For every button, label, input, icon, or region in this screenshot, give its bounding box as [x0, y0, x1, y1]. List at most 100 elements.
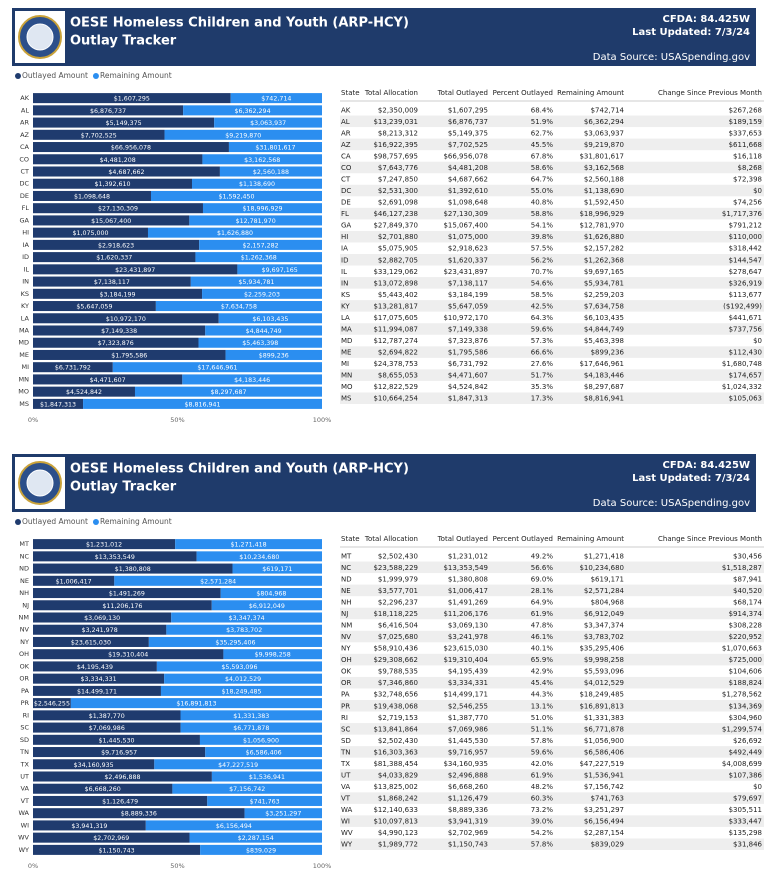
table-cell: $6,586,406 [584, 748, 625, 756]
data-label: $5,593,096 [221, 664, 257, 671]
row-stripe [340, 346, 764, 358]
header-bar [12, 454, 756, 512]
table-cell: $2,259,203 [584, 291, 624, 299]
table-cell: $3,334,331 [448, 679, 488, 687]
table-cell: $304,960 [729, 714, 762, 722]
x-tick-label: 100% [313, 416, 332, 424]
row-stripe [340, 561, 764, 574]
row-stripe [340, 138, 764, 151]
table-cell: $68,174 [733, 598, 762, 606]
table-cell: $33,129,062 [373, 268, 418, 276]
bar-segment [198, 337, 322, 348]
table-cell: $12,781,970 [579, 222, 624, 230]
data-label: $6,912,049 [249, 603, 285, 610]
x-tick-label: 0% [28, 862, 38, 870]
table-cell: IN [341, 279, 348, 287]
table-cell: IL [341, 268, 347, 276]
column-header: State [341, 89, 360, 97]
column-header: Total Allocation [364, 535, 418, 543]
bar-segment [164, 129, 322, 140]
bar-segment [33, 710, 181, 721]
row-stripe [340, 630, 764, 643]
table-cell: $81,388,454 [373, 760, 418, 768]
bar-segment [33, 600, 212, 611]
table-cell: $40,520 [733, 587, 762, 595]
table-cell: $17,075,605 [373, 314, 418, 322]
data-label: $1,262,368 [241, 255, 277, 262]
table-cell: $18,249,485 [579, 691, 624, 699]
y-tick-label: CT [20, 168, 29, 176]
y-tick-label: NC [20, 552, 30, 560]
data-label: $7,702,525 [81, 132, 117, 139]
last-updated: Last Updated: 7/3/24 [632, 473, 750, 484]
bar-segment [33, 747, 206, 758]
table-cell: $27,849,370 [373, 222, 418, 230]
data-label: $899,236 [259, 352, 289, 359]
data-label: $619,171 [262, 566, 292, 573]
bar-segment [155, 301, 322, 312]
y-tick-label: NM [19, 614, 29, 622]
table-cell: $611,668 [729, 141, 762, 149]
table-cell: $2,157,282 [584, 245, 624, 253]
table-cell: FL [341, 210, 349, 218]
table-cell: NY [341, 645, 351, 653]
table-cell: $1,717,376 [722, 210, 763, 218]
column-header: Total Allocation [364, 89, 418, 97]
table-cell: KY [341, 302, 350, 310]
table-cell: 68.4% [531, 106, 554, 114]
bar-segment [228, 142, 322, 153]
bar-segment [33, 288, 203, 299]
bar-segment [33, 575, 115, 586]
table-cell: 42.9% [531, 668, 554, 676]
bar-segment [150, 190, 322, 201]
row-stripe [340, 815, 764, 827]
table-cell: $1,795,586 [448, 349, 489, 357]
table-cell: NV [341, 633, 351, 641]
y-tick-label: MO [18, 388, 29, 396]
bar-segment [33, 239, 200, 250]
table-cell: $11,206,176 [443, 610, 488, 618]
header-title: Outlay Tracker [70, 480, 177, 495]
table-cell: $10,097,813 [373, 818, 418, 826]
legend-marker [15, 73, 21, 79]
table-cell: SD [341, 737, 351, 745]
table-cell: $1,231,012 [448, 552, 488, 560]
bar-segment [33, 166, 220, 177]
table-cell: $7,323,876 [448, 337, 489, 345]
bar-segment [33, 386, 135, 397]
column-header: State [341, 535, 360, 543]
data-label: $6,668,260 [85, 786, 121, 793]
cfda: CFDA: 84.425W [663, 460, 751, 471]
table-cell: $3,783,702 [584, 633, 624, 641]
table-cell: $7,138,117 [448, 279, 488, 287]
bar-segment [200, 844, 322, 855]
table-cell: $492,449 [729, 748, 762, 756]
table-cell: $1,056,900 [584, 737, 624, 745]
bar-segment [33, 252, 196, 263]
bar-segment [154, 759, 322, 770]
data-label: $1,150,743 [99, 847, 135, 854]
table-cell: $9,219,870 [584, 141, 624, 149]
header-title: OESE Homeless Children and Youth (ARP-HC… [70, 462, 409, 477]
table-cell: 49.2% [531, 552, 554, 560]
table-cell: $12,822,529 [373, 383, 418, 391]
data-label: $4,012,529 [225, 676, 261, 683]
data-label: $1,445,530 [98, 737, 134, 744]
bar-segment [112, 362, 322, 373]
table-cell: $6,912,049 [584, 610, 624, 618]
y-tick-label: MS [19, 400, 29, 408]
table-cell: $2,502,430 [378, 552, 418, 560]
data-label: $15,067,400 [91, 218, 131, 225]
table-cell: OH [341, 656, 352, 664]
bar-segment [33, 759, 155, 770]
row-stripe [340, 746, 764, 758]
table-cell: $1,006,417 [448, 587, 488, 595]
table-cell: $1,491,269 [448, 598, 488, 606]
table-cell: 28.1% [531, 587, 554, 595]
table-cell: $13,239,031 [373, 118, 418, 126]
y-tick-label: RI [23, 711, 30, 719]
bar-segment [180, 722, 322, 733]
table-cell: $1,150,743 [448, 841, 488, 849]
